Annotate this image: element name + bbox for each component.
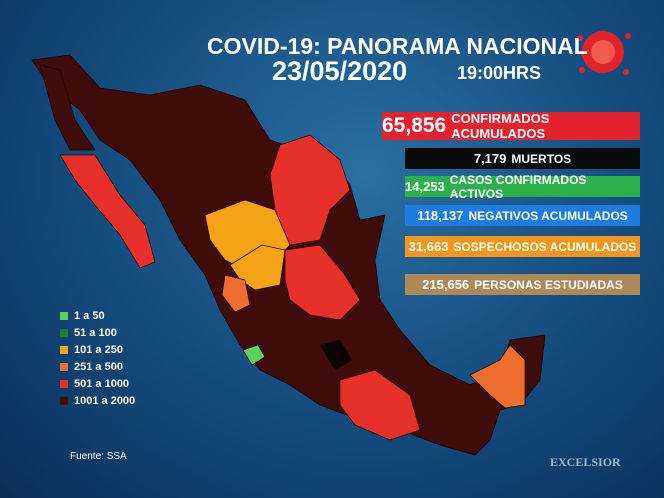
stat-box: 7,179 MUERTOS <box>405 148 640 169</box>
stat-box: 215,656 PERSONAS ESTUDIADAS <box>405 274 640 295</box>
stat-label: PERSONAS ESTUDIADAS <box>474 277 623 292</box>
legend-label: 1001 a 2000 <box>74 395 136 407</box>
date: 23/05/2020 <box>272 56 408 86</box>
legend-label: 101 a 250 <box>74 344 123 356</box>
legend-item: 51 a 100 <box>60 327 117 339</box>
stat-value: 7,179 <box>473 151 507 166</box>
map-region <box>221 274 251 313</box>
stat-value: 215,656 <box>422 277 470 292</box>
map-region <box>284 244 361 321</box>
legend-item: 501 a 1000 <box>60 378 129 390</box>
legend-item: 1 a 50 <box>60 310 105 322</box>
stat-value: 65,856 <box>382 114 447 137</box>
stat-box: 31,663 SOSPECHOSOS ACUMULADOS <box>405 236 640 257</box>
legend-swatch <box>60 346 68 354</box>
stat-label: NEGATIVOS ACUMULADOS <box>468 208 628 223</box>
title: COVID-19: PANORAMA NACIONAL <box>207 33 588 59</box>
legend-item: 251 a 500 <box>60 361 123 373</box>
legend-label: 251 a 500 <box>74 361 123 373</box>
legend-label: 501 a 1000 <box>74 378 130 390</box>
stat-value: 31,663 <box>408 239 449 254</box>
legend-swatch <box>60 397 68 405</box>
stat-value: 14,253 <box>405 179 445 194</box>
stat-label: SOSPECHOSOS ACUMULADOS <box>453 239 637 254</box>
map-region <box>59 154 156 269</box>
legend-swatch <box>60 329 68 337</box>
legend-item: 1001 a 2000 <box>60 395 135 407</box>
map-region <box>469 344 526 409</box>
virus-icon <box>577 31 631 75</box>
legend-swatch <box>60 380 68 388</box>
legend-item: 101 a 250 <box>60 344 123 356</box>
legend-label: 1 a 50 <box>74 310 105 322</box>
stat-label: CASOS CONFIRMADOS ACTIVOS <box>449 172 587 201</box>
legend-swatch <box>60 363 68 371</box>
map-region <box>319 339 353 371</box>
map-region <box>339 369 421 441</box>
map-region <box>242 344 266 366</box>
brand: EXCELSIOR <box>550 455 621 469</box>
stat-box: 14,253 CASOS CONFIRMADOS ACTIVOS <box>405 173 640 201</box>
stat-box: 65,856 CONFIRMADOS ACUMULADOS <box>382 111 640 141</box>
legend-swatch <box>60 312 68 320</box>
source: Fuente: SSA <box>70 451 127 462</box>
stat-box: 118,137 NEGATIVOS ACUMULADOS <box>405 205 640 226</box>
stat-label: CONFIRMADOS ACUMULADOS <box>451 111 550 141</box>
map-region <box>269 134 351 246</box>
time: 19:00HRS <box>457 63 542 83</box>
stat-label: MUERTOS <box>511 151 572 166</box>
map-region <box>39 64 96 151</box>
stat-value: 118,137 <box>417 208 464 223</box>
legend-label: 51 a 100 <box>74 327 117 339</box>
